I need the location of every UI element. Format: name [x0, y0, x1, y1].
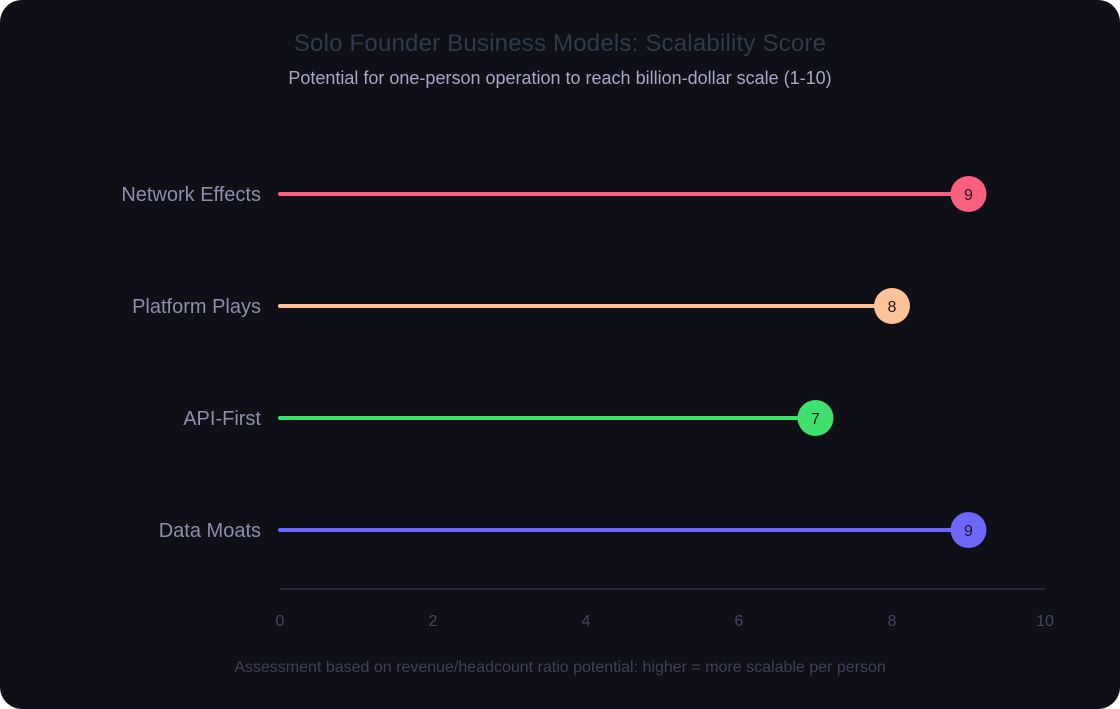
x-tick-label: 6: [735, 613, 744, 630]
lollipop-head: [950, 512, 987, 548]
x-tick-label: 10: [1036, 613, 1054, 630]
chart-footnote: Assessment based on revenue/headcount ra…: [234, 659, 886, 676]
value-label: 9: [964, 187, 973, 204]
category-label: Platform Plays: [132, 296, 261, 318]
category-label: Network Effects: [121, 184, 261, 206]
value-label: 7: [811, 411, 820, 428]
x-tick-label: 4: [582, 613, 591, 630]
lollipop-head: [874, 288, 910, 324]
x-tick-label: 8: [888, 613, 897, 630]
value-label: 8: [888, 299, 897, 316]
x-tick-label: 2: [429, 613, 438, 630]
chart-subtitle: Potential for one-person operation to re…: [288, 68, 832, 88]
x-tick-label: 0: [276, 613, 285, 630]
lollipop-head: [950, 176, 987, 212]
lollipop-head: [797, 400, 834, 436]
category-label: API-First: [183, 408, 261, 430]
value-label: 9: [964, 523, 973, 540]
category-label: Data Moats: [159, 520, 261, 542]
chart-title: Solo Founder Business Models: Scalabilit…: [293, 30, 827, 57]
